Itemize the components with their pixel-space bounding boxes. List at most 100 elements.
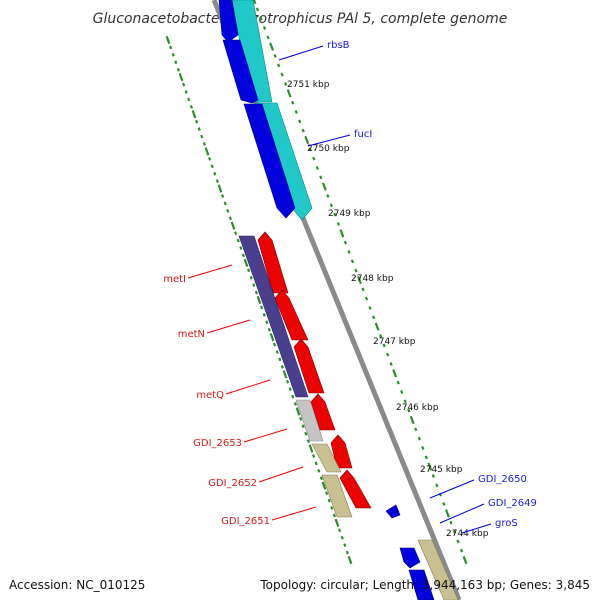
GDI_2652-gene-feature[interactable] [311,443,342,473]
ruler-tick [294,110,298,114]
ruler-tick [392,369,398,378]
ruler-tick [262,26,267,30]
forward-gene-label[interactable]: groS [495,518,518,529]
ruler-tick [195,119,199,124]
forward-gene-label[interactable]: rbsB [327,40,350,51]
leader-line [187,264,233,279]
reverse-gene-label[interactable]: metN [178,329,205,340]
ruler-tick [249,275,253,280]
leader-line [258,466,304,483]
leader-line [225,379,271,395]
ruler-tick [165,35,171,45]
ruler-tick [202,142,206,146]
ruler-tick [182,82,186,87]
ruler-tick [286,379,290,384]
ruler-tick [424,455,428,460]
ruler-tick [252,283,256,288]
ruler-tick [379,334,383,338]
leader-line [271,506,317,521]
tick-label: 2747 kbp [373,337,416,347]
tick-label: 2746 kbp [396,403,439,413]
leader-line [278,45,324,61]
GDI_2653-gene-feature[interactable] [295,399,324,442]
ruler-tick [304,135,310,145]
forward-gene-label[interactable]: fucI [354,129,372,140]
ruler-tick [273,342,277,347]
GDI_2650-cds-feature[interactable] [385,504,401,519]
ruler-tick [176,67,180,72]
ruler-tick [314,461,318,466]
ruler-tick [223,201,227,206]
ruler-tick [386,352,390,357]
ruler-tick [330,506,334,510]
ruler-tick [265,320,269,325]
metQ-cds-feature[interactable] [293,338,325,394]
ruler-tick [291,100,295,105]
forward-gene-label[interactable]: GDI_2649 [488,498,537,509]
GDI_2651-gene-feature[interactable] [321,474,353,518]
ruler-tick [278,357,282,362]
reverse-gene-label[interactable]: metI [163,274,186,285]
metN-cds-feature[interactable] [274,289,309,341]
ruler-tick [221,194,225,198]
GDI_2649-cds-feature[interactable] [399,547,421,569]
ruler-tick [241,253,245,258]
reverse-gene-label[interactable]: metQ [196,390,224,401]
ruler-tick [243,258,249,267]
ruler-tick [286,89,292,98]
reverse-gene-label[interactable]: GDI_2651 [221,516,270,527]
ruler-tick [347,555,353,565]
ruler-tick [462,555,468,565]
ruler-tick [288,387,292,392]
forward-gene-label[interactable]: GDI_2650 [478,474,527,485]
tick-labels: 2751 kbp 2750 kbp 2749 kbp 2748 kbp 2747 kbp… [287,80,489,539]
cds-feature[interactable] [222,39,259,104]
ruler-tick [321,481,327,490]
ruler-tick [374,322,380,331]
metI-cds-feature[interactable] [257,231,289,294]
tick-label: 2749 kbp [328,209,371,219]
ruler-tick [228,216,232,221]
ruler-tick [301,128,305,133]
ruler-tick [312,156,316,161]
ruler-tick [230,221,236,230]
ruler-tick [312,454,316,458]
ruler-tick [277,63,281,68]
GDI_2651-cds-feature[interactable] [339,469,372,509]
ruler-tick [336,222,340,226]
reverse-gene-label[interactable]: GDI_2653 [193,438,242,449]
leader-line [429,479,475,499]
ruler-tick [452,530,457,534]
GDI_2649-gene-feature[interactable] [417,539,459,600]
met-operon-gene-feature[interactable] [238,235,309,398]
ruler-tick [187,97,191,102]
ruler-tick [226,208,230,213]
rbsB-cds-feature[interactable] [218,0,239,43]
ruler-tick [449,520,453,525]
GDI_2653-cds-feature[interactable] [310,393,336,431]
ruler-tick [409,415,415,425]
ruler-tick [317,468,321,473]
ruler-tick [259,16,263,21]
gene-labels: rbsB fucI GDI_2650 GDI_2649 groS metI metN metQ… [163,40,537,534]
ruler-tick [421,446,425,450]
ruler-tick [169,45,173,50]
ruler-tick [200,134,204,139]
ruler-tick [338,528,342,533]
ruler-tick [364,296,369,301]
ruler-tick [456,539,460,544]
reverse-gene-track [238,235,353,518]
ruler-tick [266,35,270,40]
ruler-tick [345,550,349,555]
ruler-tick [269,42,275,51]
tick-label: 2744 kbp [446,529,489,539]
ruler-tick [291,394,295,399]
groS-cds-feature[interactable] [408,569,435,600]
ruler-tick [299,416,303,421]
ruler-tick [319,175,323,180]
fucI-cds-feature[interactable] [243,103,296,219]
reverse-gene-label[interactable]: GDI_2652 [208,478,257,489]
ruler-tick [343,240,348,245]
ruler-tick [204,147,210,156]
ruler-tick [332,513,336,518]
